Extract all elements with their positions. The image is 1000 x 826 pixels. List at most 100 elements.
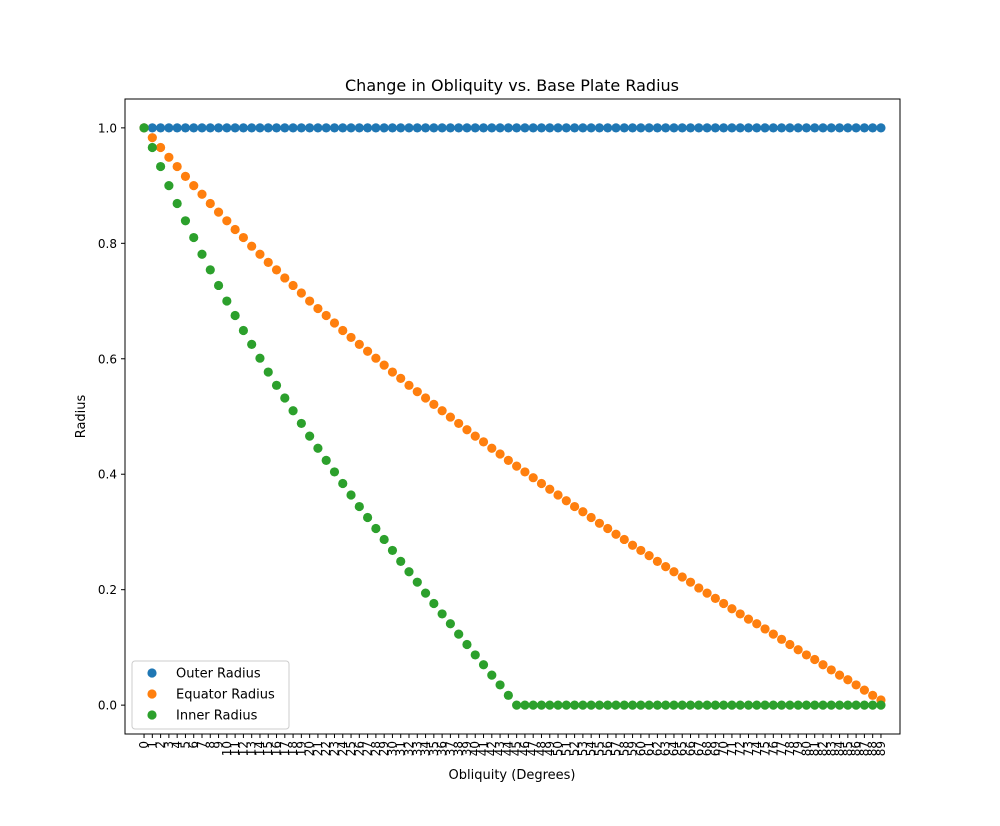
data-point <box>280 123 290 133</box>
data-point <box>768 123 778 133</box>
data-point <box>238 123 249 133</box>
x-tick-label: 11 <box>228 741 242 756</box>
x-tick-label: 39 <box>460 741 474 756</box>
x-tick-label: 75 <box>758 741 772 756</box>
data-point <box>694 700 704 710</box>
data-point <box>520 467 530 477</box>
data-point <box>685 577 696 587</box>
data-point <box>553 123 563 133</box>
x-tick-label: 36 <box>435 741 449 756</box>
x-tick-label: 62 <box>650 741 664 756</box>
data-point <box>768 629 778 639</box>
x-tick-label: 9 <box>212 741 226 749</box>
data-point <box>164 180 174 191</box>
data-point <box>213 280 224 291</box>
data-point <box>843 123 853 133</box>
data-point <box>230 123 240 133</box>
data-point <box>238 325 249 336</box>
data-point <box>371 523 381 534</box>
data-point <box>594 518 605 528</box>
data-point <box>470 123 480 133</box>
data-point <box>222 296 232 306</box>
data-point <box>710 700 720 710</box>
legend-marker <box>147 689 157 699</box>
data-point <box>197 249 207 259</box>
data-point <box>859 700 869 710</box>
data-point <box>288 406 298 416</box>
data-point <box>536 123 547 133</box>
x-tick-label: 20 <box>303 741 317 756</box>
data-point <box>793 700 803 710</box>
data-point <box>147 123 157 133</box>
x-tick-label: 48 <box>534 741 548 756</box>
data-point <box>785 639 795 650</box>
y-tick-label: 0.6 <box>98 352 117 366</box>
data-point <box>354 501 364 512</box>
data-point <box>288 280 298 291</box>
data-point <box>586 123 596 133</box>
data-point <box>321 455 331 465</box>
data-point <box>255 353 265 363</box>
data-point <box>329 318 340 328</box>
x-axis-label: Obliquity (Degrees) <box>449 768 576 783</box>
x-tick-label: 34 <box>419 741 433 756</box>
series-equator-radius <box>139 123 886 705</box>
data-point <box>859 685 869 695</box>
data-point <box>876 123 886 133</box>
x-tick-label: 32 <box>402 741 416 756</box>
data-point <box>553 490 563 500</box>
x-tick-label: 57 <box>609 741 623 756</box>
data-point <box>669 567 679 577</box>
y-tick-label: 0.8 <box>98 237 117 251</box>
data-point <box>735 609 745 619</box>
data-point <box>503 123 513 133</box>
data-point <box>561 123 571 133</box>
data-point <box>636 123 646 133</box>
data-point <box>495 680 505 690</box>
x-tick-label: 78 <box>783 741 797 756</box>
data-point <box>851 123 861 133</box>
data-point <box>313 123 323 133</box>
data-point <box>545 484 555 494</box>
data-point <box>313 303 323 314</box>
data-point <box>810 654 820 665</box>
x-tick-label: 10 <box>220 741 234 756</box>
data-point <box>503 455 513 465</box>
data-point <box>280 393 290 403</box>
data-point <box>520 123 530 133</box>
legend-label: Outer Radius <box>176 667 261 682</box>
data-point <box>503 690 513 700</box>
data-point <box>404 567 414 577</box>
x-tick-label: 66 <box>684 741 698 756</box>
data-point <box>429 399 439 409</box>
data-point <box>727 604 737 614</box>
x-tick-label: 87 <box>857 741 871 756</box>
x-tick-label: 67 <box>692 741 706 756</box>
data-point <box>470 431 480 441</box>
x-tick-label: 88 <box>866 741 880 756</box>
data-point <box>611 123 621 133</box>
data-point <box>205 265 215 275</box>
data-point <box>603 700 613 710</box>
data-point <box>404 380 414 390</box>
x-tick-label: 72 <box>733 741 747 756</box>
data-point <box>412 387 422 397</box>
data-point <box>685 123 696 133</box>
data-point <box>346 490 356 500</box>
data-point <box>818 700 828 710</box>
data-point <box>801 650 812 660</box>
data-point <box>363 346 373 356</box>
data-point <box>851 680 861 690</box>
data-point <box>222 123 232 133</box>
data-point <box>189 123 199 133</box>
data-point <box>238 232 249 243</box>
data-point <box>702 123 712 133</box>
data-point <box>454 123 464 133</box>
data-point <box>512 461 522 471</box>
data-point <box>222 216 232 226</box>
data-point <box>785 123 795 133</box>
x-tick-label: 76 <box>766 741 780 756</box>
x-tick-label: 86 <box>849 741 863 756</box>
data-point <box>719 598 729 609</box>
data-point <box>644 123 654 133</box>
